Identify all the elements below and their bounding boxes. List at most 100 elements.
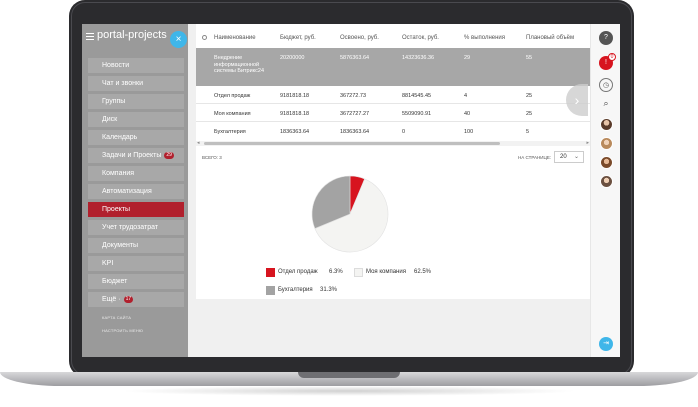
cell-name: Внедрение информационной системы Битрикс… [214,55,265,74]
legend-label-sales: Отдел продаж [278,269,318,275]
sidebar-item-12[interactable]: Бюджет [88,274,184,289]
legend-label-accounting: Бухгалтерия [278,287,313,293]
portal-title[interactable]: portal-projects [97,29,167,41]
sidebar-item-label: Компания [102,170,135,177]
counter-badge: 29 [164,151,174,159]
table-row[interactable]: Внедрение информационной системы Битрикс… [196,48,590,86]
cell-budget: 1836363.64 [280,129,310,135]
column-header-rest[interactable]: Остаток, руб. [402,35,439,41]
sidebar-item-11[interactable]: KPI [88,256,184,271]
notifications-badge: 0 [608,53,616,61]
cell-plan: 25 [526,93,533,99]
cell-name: Бухгалтерия [214,129,246,135]
sidebar-item-label: Календарь [102,134,138,141]
legend-value-my-company: 62.5% [414,269,432,275]
sidebar-item-label: Группы [102,98,126,105]
sidebar-item-label: Диск [102,116,118,123]
activity-icon[interactable]: ◷ [599,78,613,92]
legend-value-accounting: 31.3% [320,287,338,293]
sidebar-item-13[interactable]: Ещё · 17 [88,292,184,307]
sidebar-item-4[interactable]: Календарь [88,130,184,145]
scrollbar-thumb[interactable] [204,142,500,145]
sidebar-item-5[interactable]: Задачи и Проекты 29 [88,148,184,163]
legend-swatch-my-company [354,268,363,277]
column-header-plan[interactable]: Плановый объём [526,35,575,41]
screen: portal-projects Новости Чат и звонки Групп… [82,24,620,357]
cell-name: Отдел продаж [214,93,251,99]
horizontal-scrollbar[interactable]: ◂ ▸ [196,141,590,146]
help-icon[interactable]: ? [599,31,613,45]
main-panel: Наименование Бюджет, руб. Освоено, руб. … [196,24,590,299]
column-header-percent[interactable]: % выполнения [464,35,506,41]
close-sidebar-button[interactable]: × [170,31,187,48]
column-header-budget[interactable]: Бюджет, руб. [280,35,316,41]
search-icon[interactable]: ⌕ [603,98,609,108]
laptop-base [0,372,698,386]
cell-rest: 0 [402,129,406,135]
sidebar-item-3[interactable]: Диск [88,112,184,127]
cell-spent: 3672727.27 [340,111,370,117]
avatar[interactable] [600,156,613,169]
cell-rest: 8814545.45 [402,93,432,99]
scroll-right-arrow-icon[interactable]: ▸ [586,140,589,146]
column-header-name[interactable]: Наименование [214,35,256,41]
avatar[interactable] [600,118,613,131]
table-row[interactable]: Отдел продаж 9181818.18 367272.73 881454… [196,86,590,104]
chevron-down-icon: ⌄ [573,154,579,160]
hamburger-icon[interactable] [86,33,94,40]
cell-spent: 367272.73 [340,93,366,99]
sidebar-item-1[interactable]: Чат и звонки [88,76,184,91]
pie-slice-2 [311,175,351,229]
cell-percent: 29 [464,55,471,61]
sidebar-menu: Новости Чат и звонки Группы Диск Календарь За… [88,58,184,310]
sidebar-item-0[interactable]: Новости [88,58,184,73]
legend-value-sales: 6.3% [329,269,343,275]
laptop-notch [298,372,400,378]
sidebar-item-label: Автоматизация [102,188,152,195]
cell-percent: 100 [464,129,474,135]
sidebar-item-7[interactable]: Автоматизация [88,184,184,199]
counter-badge: 17 [123,295,134,303]
sidebar-item-2[interactable]: Группы [88,94,184,109]
cell-plan: 25 [526,111,533,117]
slider-next-arrow-icon[interactable]: › [566,84,588,116]
table-row[interactable]: Бухгалтерия 1836363.64 1836363.64 0 100 … [196,122,590,140]
cell-spent: 1836363.64 [340,129,370,135]
avatar[interactable] [600,175,613,188]
sidebar-item-label: Бюджет [102,278,128,285]
cell-budget: 9181818.18 [280,111,310,117]
table-row[interactable]: Моя компания 9181818.18 3672727.27 55090… [196,104,590,122]
cell-percent: 4 [464,93,468,99]
sidebar-item-10[interactable]: Документы [88,238,184,253]
cell-rest: 14323636.36 [402,55,435,61]
per-page-value: 20 [560,154,567,160]
sidebar-item-9[interactable]: Учет трудозатрат [88,220,184,235]
configure-menu-link[interactable]: НАСТРОИТЬ МЕНЮ [102,328,144,333]
sidebar-header: portal-projects [82,24,188,52]
avatar[interactable] [600,137,613,150]
column-header-spent[interactable]: Освоено, руб. [340,35,379,41]
settings-gear-icon[interactable] [202,35,207,40]
cell-name: Моя компания [214,111,251,117]
per-page-select[interactable]: 20 ⌄ [554,151,584,163]
table-header: Наименование Бюджет, руб. Освоено, руб. … [196,24,590,48]
sidebar-item-label: KPI [102,260,114,267]
sidebar-item-label: Документы [102,242,139,249]
cell-budget: 9181818.18 [280,93,310,99]
sidebar-item-label: Проекты [102,206,131,213]
pie-slice-1 [314,178,389,253]
sidebar-item-label: Учет трудозатрат [102,224,159,231]
legend-swatch-sales [266,268,275,277]
cell-budget: 20200000 [280,55,305,61]
cell-rest: 5509090.91 [402,111,432,117]
sitemap-link[interactable]: КАРТА САЙТА [102,315,132,320]
sidebar-item-label: Новости [102,62,130,69]
exit-icon[interactable]: ⇥ [599,337,613,351]
cell-percent: 40 [464,111,471,117]
cell-plan: 5 [526,129,530,135]
sidebar-item-label: Чат и звонки [102,80,143,87]
sidebar-item-6[interactable]: Компания [88,166,184,181]
laptop-shadow [120,386,578,396]
scroll-left-arrow-icon[interactable]: ◂ [197,140,200,146]
sidebar-item-8[interactable]: Проекты [88,202,184,217]
